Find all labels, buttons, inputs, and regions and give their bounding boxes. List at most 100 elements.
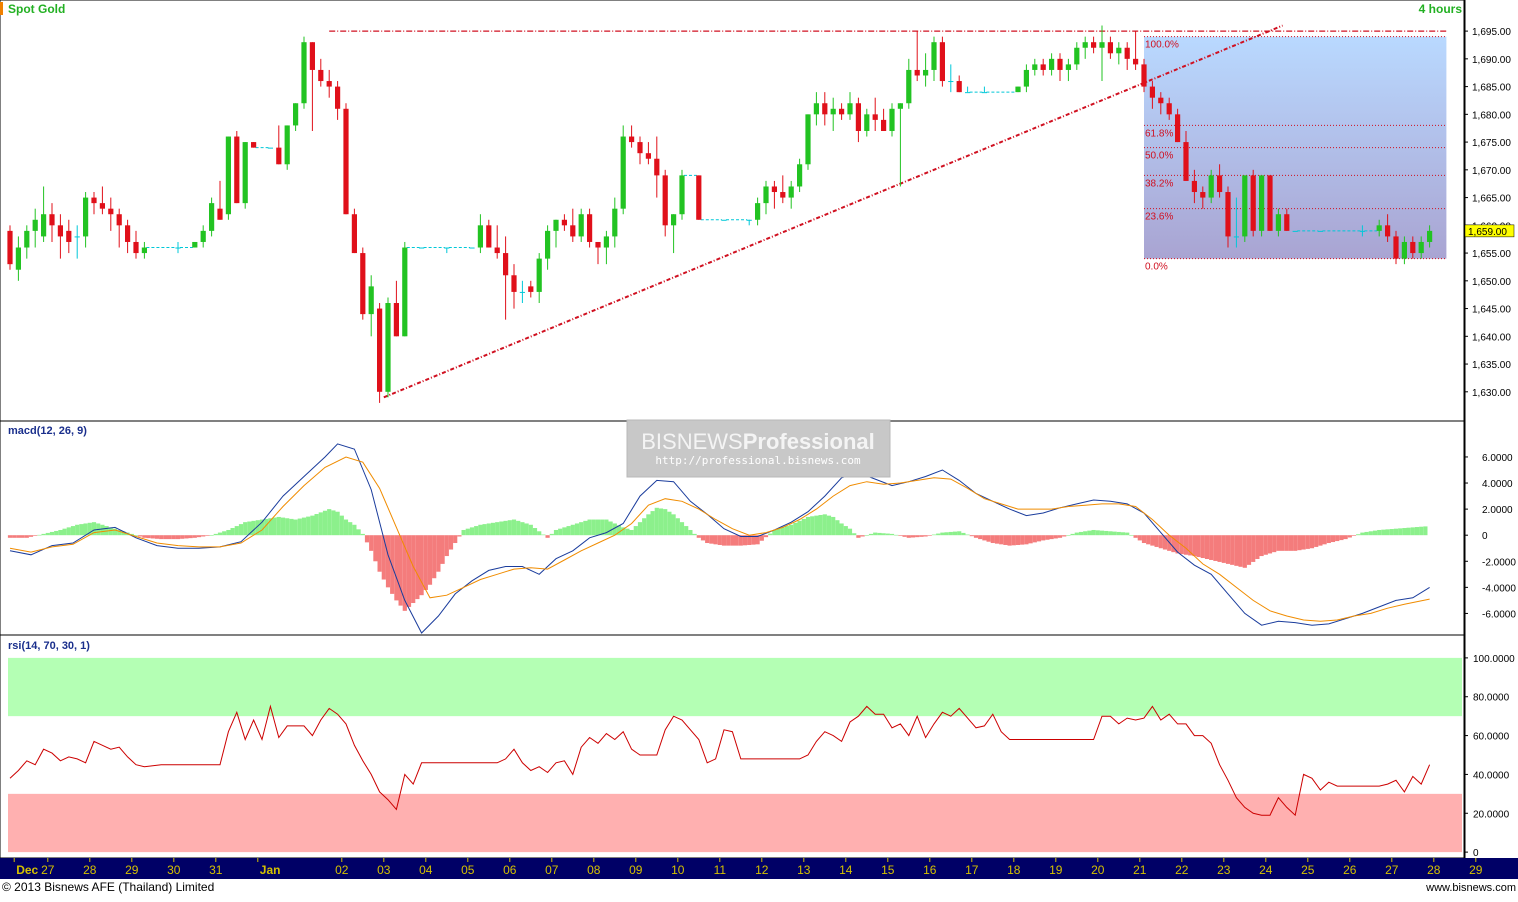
candle-body[interactable] xyxy=(965,92,971,94)
candle-body[interactable] xyxy=(41,214,47,237)
candle-body[interactable] xyxy=(192,241,198,248)
candle-body[interactable] xyxy=(318,69,324,82)
candle-body[interactable] xyxy=(1208,175,1214,198)
candle-body[interactable] xyxy=(1023,69,1029,87)
candle-body[interactable] xyxy=(385,303,391,392)
candle-body[interactable] xyxy=(1317,230,1323,232)
candle-body[interactable] xyxy=(133,241,139,254)
candle-body[interactable] xyxy=(1284,214,1290,231)
candle-body[interactable] xyxy=(66,230,72,242)
candle-body[interactable] xyxy=(662,175,668,226)
candle-body[interactable] xyxy=(343,108,349,215)
candle-body[interactable] xyxy=(1116,47,1122,54)
candle-body[interactable] xyxy=(368,286,374,315)
candle-body[interactable] xyxy=(1049,58,1055,70)
candle-body[interactable] xyxy=(49,214,55,226)
candle-body[interactable] xyxy=(545,230,551,259)
candle-body[interactable] xyxy=(469,247,475,249)
candle-body[interactable] xyxy=(679,175,685,215)
site-link[interactable]: www.bisnews.com xyxy=(1425,882,1516,894)
candle-body[interactable] xyxy=(1015,86,1021,93)
candle-body[interactable] xyxy=(1427,230,1433,242)
candle-body[interactable] xyxy=(771,186,777,193)
candle-body[interactable] xyxy=(360,253,366,315)
candle-body[interactable] xyxy=(1393,236,1399,259)
candle-body[interactable] xyxy=(822,103,828,115)
candle-body[interactable] xyxy=(1082,42,1088,48)
candle-body[interactable] xyxy=(125,225,131,242)
candle-body[interactable] xyxy=(629,136,635,143)
candle-body[interactable] xyxy=(1191,180,1197,193)
candle-body[interactable] xyxy=(578,214,584,237)
candle-body[interactable] xyxy=(1074,47,1080,65)
candle-body[interactable] xyxy=(57,225,63,237)
candle-body[interactable] xyxy=(116,214,122,226)
candle-body[interactable] xyxy=(755,203,761,220)
candle-body[interactable] xyxy=(1292,230,1298,232)
candle-body[interactable] xyxy=(654,158,660,176)
candle-body[interactable] xyxy=(1124,47,1130,59)
candle-body[interactable] xyxy=(914,69,920,76)
candle-body[interactable] xyxy=(293,103,299,126)
candle-body[interactable] xyxy=(1166,103,1172,115)
candle-body[interactable] xyxy=(553,219,559,231)
candle-body[interactable] xyxy=(830,108,836,115)
candle-body[interactable] xyxy=(923,69,929,76)
candle-body[interactable] xyxy=(847,103,853,115)
candle-body[interactable] xyxy=(881,119,887,131)
candle-body[interactable] xyxy=(528,286,534,292)
candle-body[interactable] xyxy=(32,219,38,231)
candle-body[interactable] xyxy=(335,86,341,109)
candle-body[interactable] xyxy=(225,136,231,215)
candle-body[interactable] xyxy=(108,208,114,215)
candle-body[interactable] xyxy=(1175,114,1181,143)
candle-body[interactable] xyxy=(393,303,399,337)
candle-body[interactable] xyxy=(251,142,257,148)
candle-body[interactable] xyxy=(931,42,937,70)
candle-body[interactable] xyxy=(175,247,181,249)
candle-body[interactable] xyxy=(595,241,601,248)
candle-body[interactable] xyxy=(1183,142,1189,181)
candle-body[interactable] xyxy=(956,81,962,93)
candle-body[interactable] xyxy=(637,142,643,154)
candle-body[interactable] xyxy=(301,42,307,104)
candle-body[interactable] xyxy=(419,247,425,249)
candle-body[interactable] xyxy=(276,147,282,165)
candle-body[interactable] xyxy=(1401,241,1407,259)
candle-body[interactable] xyxy=(351,214,357,254)
candle-body[interactable] xyxy=(696,175,702,220)
candle-body[interactable] xyxy=(1250,175,1256,231)
candle-body[interactable] xyxy=(889,108,895,131)
candle-body[interactable] xyxy=(24,230,30,248)
candle-body[interactable] xyxy=(1065,64,1071,70)
candle-body[interactable] xyxy=(1410,241,1416,254)
candle-body[interactable] xyxy=(1259,175,1265,231)
candle-body[interactable] xyxy=(561,219,567,226)
candle-body[interactable] xyxy=(536,258,542,292)
candle-body[interactable] xyxy=(7,230,13,265)
candle-body[interactable] xyxy=(1133,58,1139,65)
candle-body[interactable] xyxy=(511,275,517,292)
candle-body[interactable] xyxy=(503,253,509,276)
candle-body[interactable] xyxy=(284,125,290,165)
candle-body[interactable] xyxy=(981,92,987,94)
candle-body[interactable] xyxy=(721,219,727,221)
candle-body[interactable] xyxy=(217,208,223,220)
candle-body[interactable] xyxy=(612,208,618,237)
candle-body[interactable] xyxy=(1200,192,1206,198)
candle-body[interactable] xyxy=(763,186,769,204)
candle-body[interactable] xyxy=(1376,225,1382,231)
candle-body[interactable] xyxy=(603,236,609,248)
candle-body[interactable] xyxy=(242,142,248,204)
candle-body[interactable] xyxy=(377,308,383,392)
candle-body[interactable] xyxy=(1099,42,1105,48)
candle-body[interactable] xyxy=(813,103,819,115)
candle-body[interactable] xyxy=(494,247,500,254)
candle-body[interactable] xyxy=(519,291,525,293)
candle-body[interactable] xyxy=(587,214,593,242)
candle-body[interactable] xyxy=(1225,192,1231,237)
candle-body[interactable] xyxy=(1267,175,1273,231)
candle-body[interactable] xyxy=(645,153,651,159)
candle-body[interactable] xyxy=(780,192,786,198)
candle-body[interactable] xyxy=(864,114,870,131)
